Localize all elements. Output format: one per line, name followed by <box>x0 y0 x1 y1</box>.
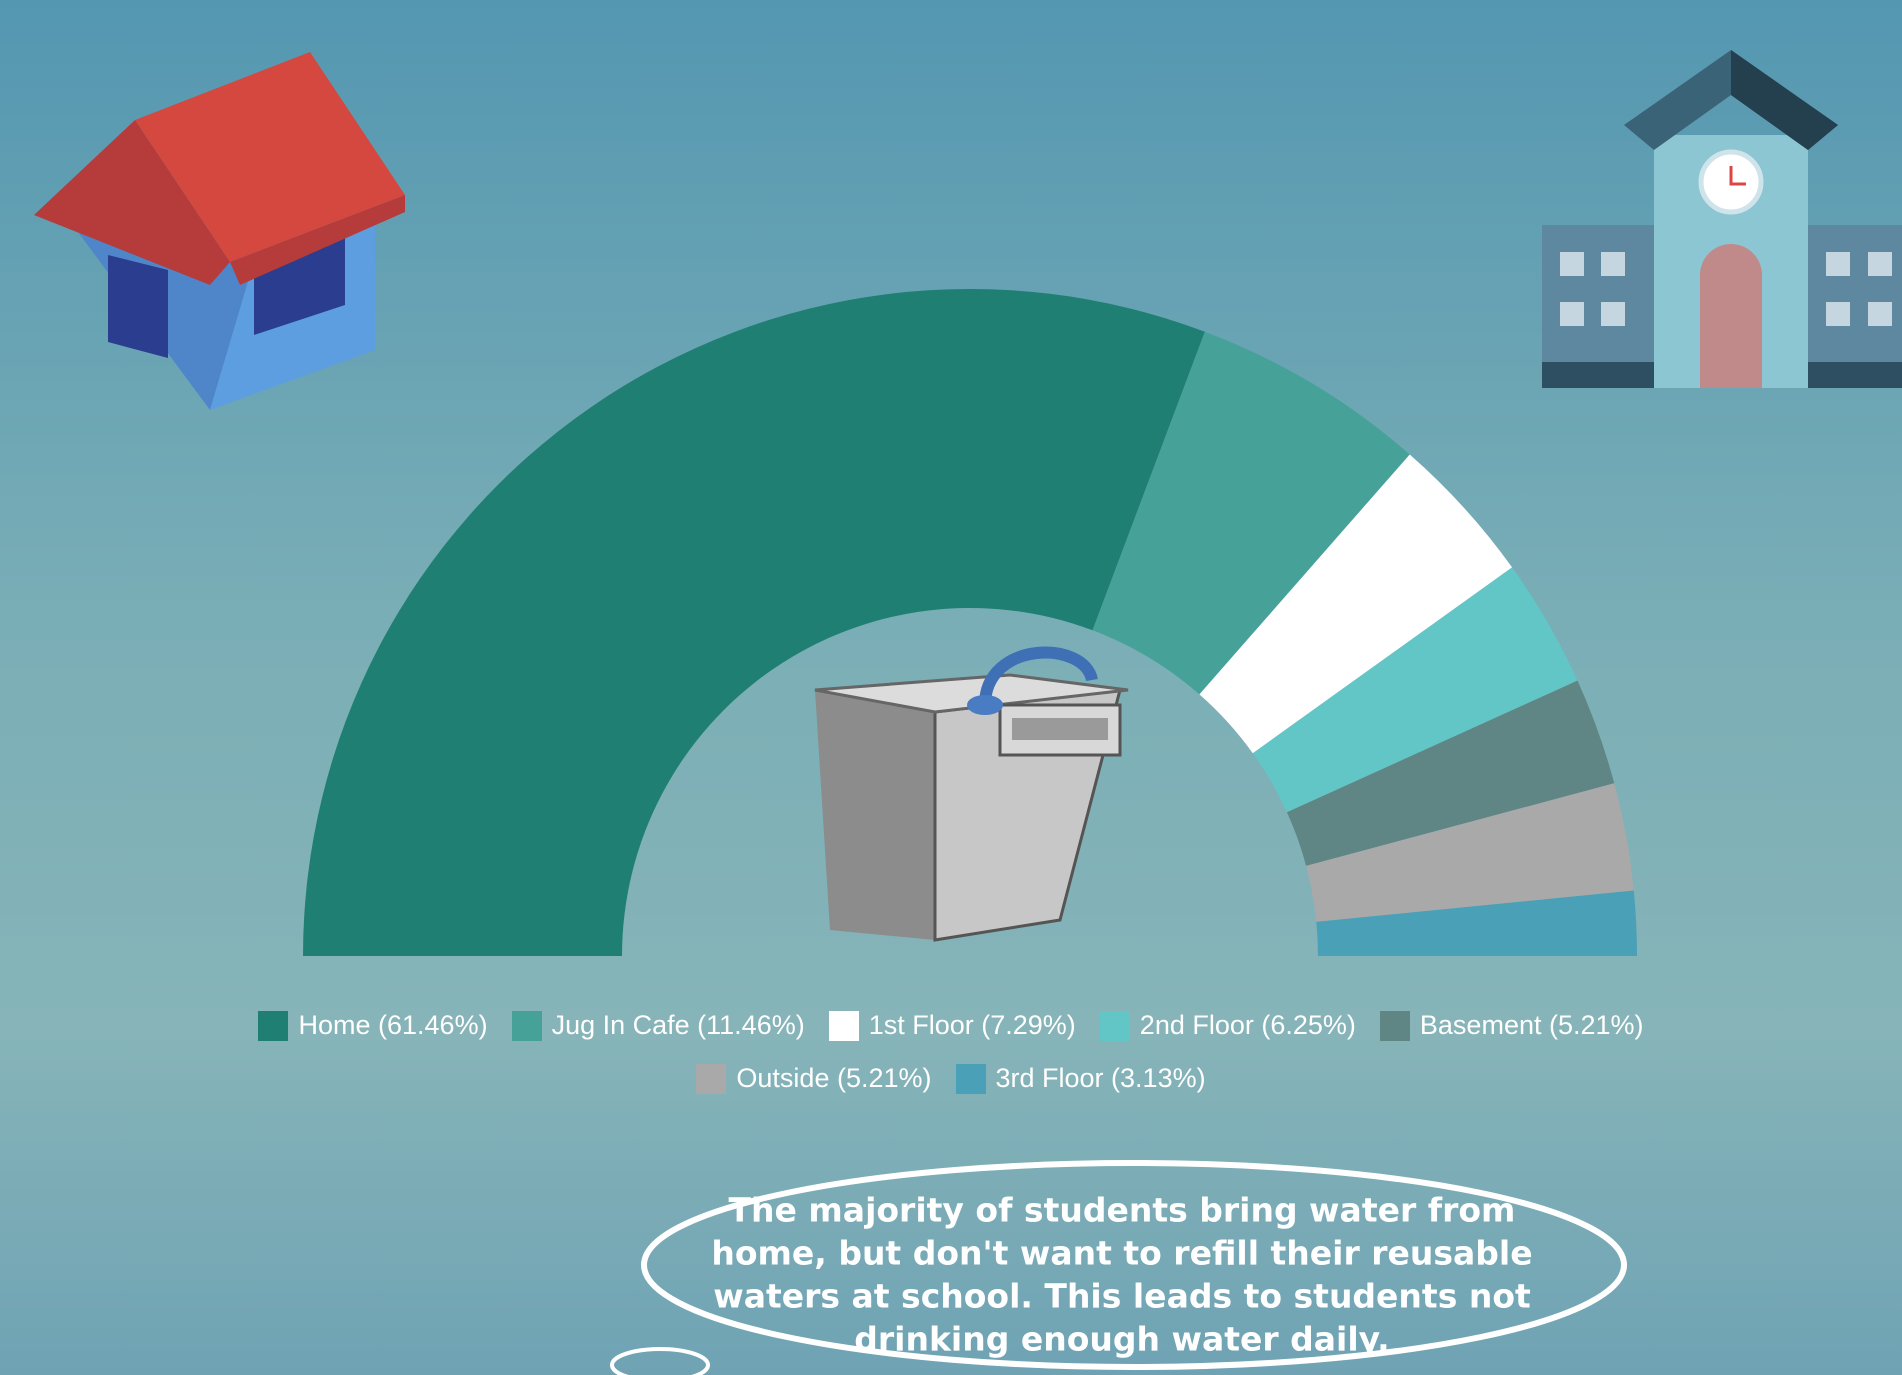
annotation-bubble <box>641 1160 1627 1370</box>
legend-item: 3rd Floor (3.13%) <box>955 1063 1206 1094</box>
legend-swatch <box>696 1063 727 1094</box>
donut-segment <box>1092 331 1410 695</box>
donut-segment <box>1306 783 1634 922</box>
legend-item: 1st Floor (7.29%) <box>828 1010 1076 1041</box>
legend-swatch <box>1379 1010 1410 1041</box>
legend-item: Outside (5.21%) <box>696 1063 932 1094</box>
legend: Home (61.46%) Jug In Cafe (11.46%) 1st Flo… <box>131 1010 1771 1094</box>
legend-item: Home (61.46%) <box>258 1010 488 1041</box>
donut-segment <box>1199 454 1513 754</box>
school-icon <box>1542 50 1902 388</box>
annotation-line: waters at school. This leads to students… <box>713 1277 1531 1316</box>
donut-segment <box>1252 567 1578 813</box>
legend-swatch <box>1099 1010 1130 1041</box>
donut-segment <box>303 288 1205 957</box>
legend-label: Outside (5.21%) <box>736 1063 932 1093</box>
annotation-line: drinking enough water daily. <box>854 1320 1389 1359</box>
legend-item: Jug In Cafe (11.46%) <box>511 1010 805 1041</box>
legend-swatch <box>258 1010 289 1041</box>
legend-item: 2nd Floor (6.25%) <box>1099 1010 1356 1041</box>
legend-label: Home (61.46%) <box>298 1010 488 1040</box>
annotation-line: The majority of students bring water fro… <box>729 1191 1516 1230</box>
legend-label: 1st Floor (7.29%) <box>868 1010 1076 1040</box>
donut-segment <box>1316 890 1638 956</box>
legend-item: Basement (5.21%) <box>1379 1010 1644 1041</box>
annotation-line: home, but don't want to refill their reu… <box>711 1234 1532 1273</box>
house-icon <box>34 52 405 410</box>
legend-label: 2nd Floor (6.25%) <box>1139 1010 1356 1040</box>
legend-swatch <box>955 1063 986 1094</box>
donut-segment <box>1286 680 1615 866</box>
bubble-dot <box>610 1347 710 1375</box>
legend-label: Basement (5.21%) <box>1419 1010 1644 1040</box>
legend-label: 3rd Floor (3.13%) <box>995 1063 1206 1093</box>
legend-swatch <box>511 1010 542 1041</box>
legend-swatch <box>828 1010 859 1041</box>
legend-label: Jug In Cafe (11.46%) <box>551 1010 805 1040</box>
fountain-icon <box>814 646 1129 942</box>
